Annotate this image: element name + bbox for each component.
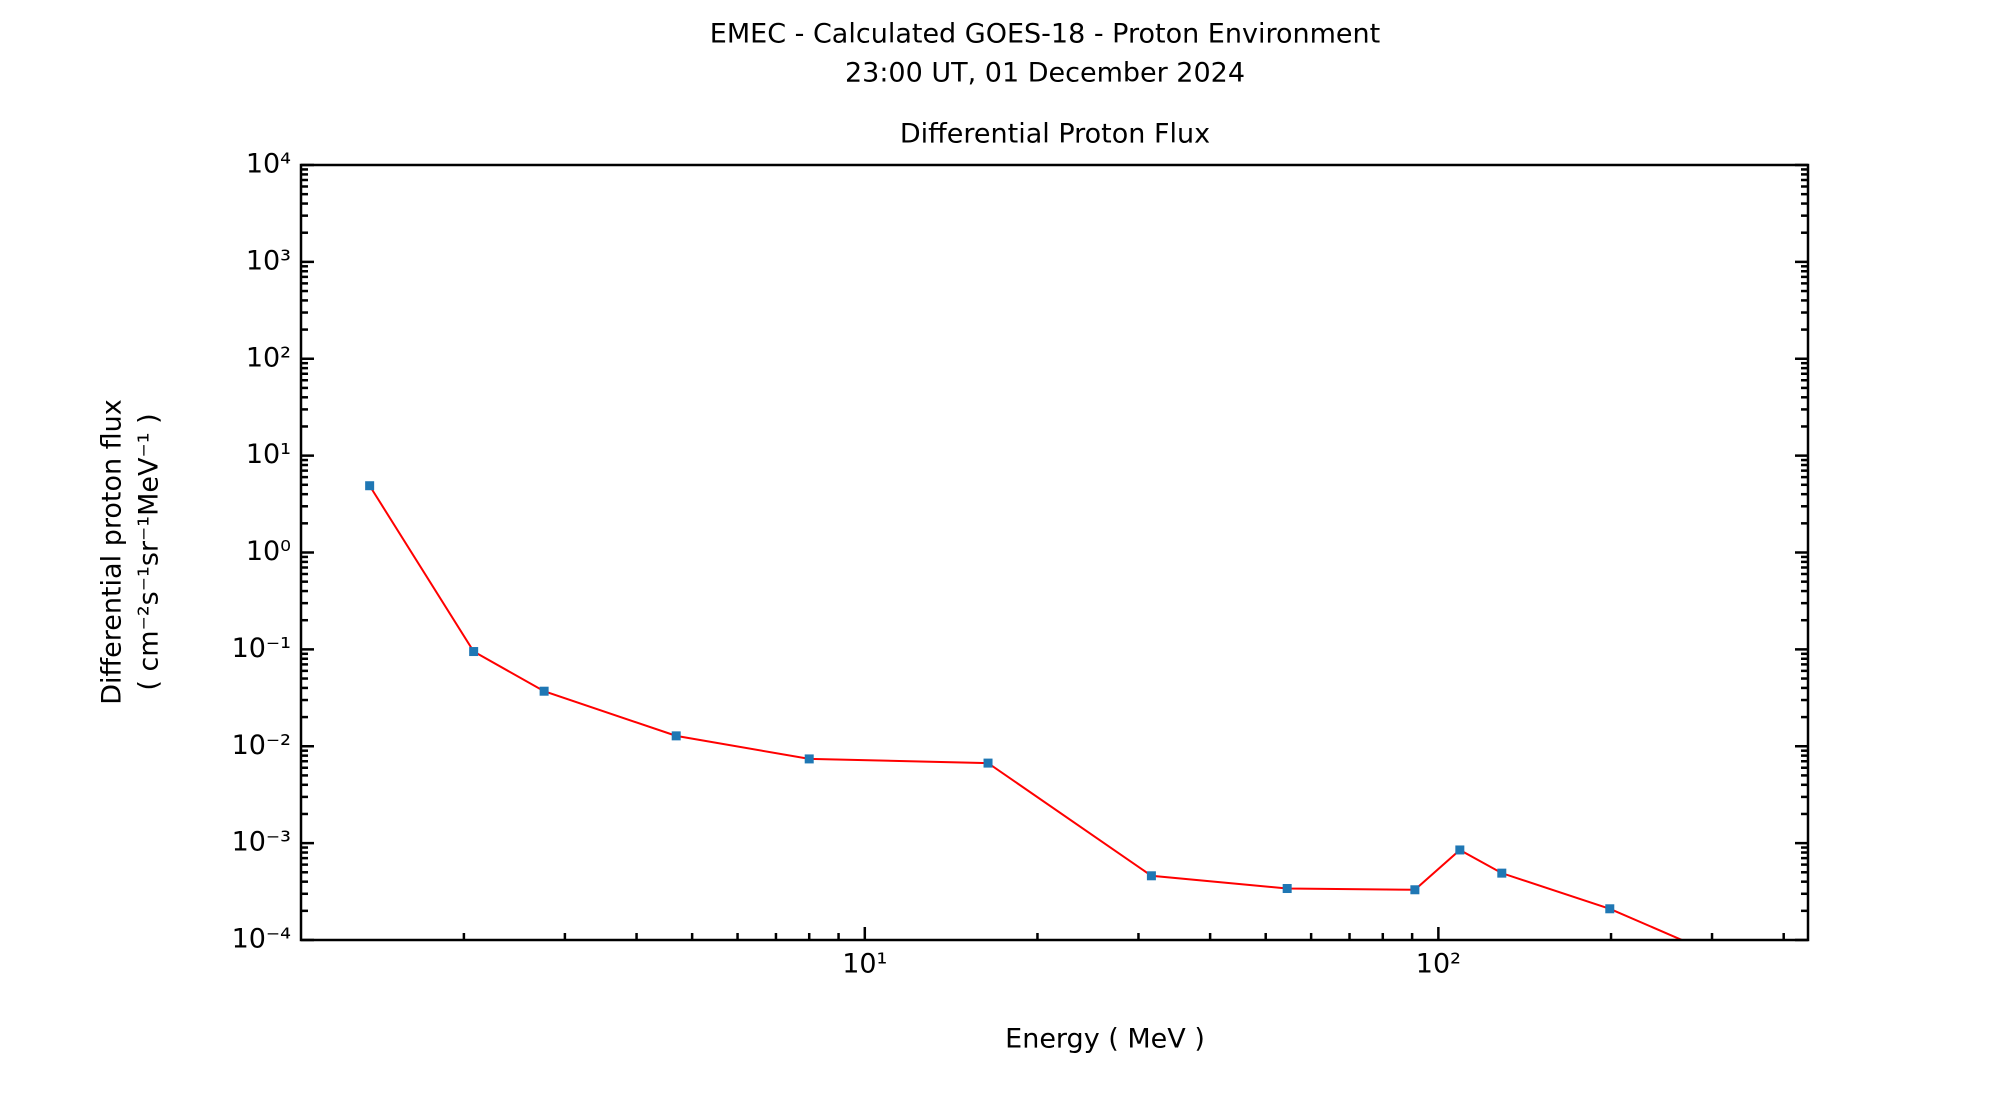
data-point <box>365 481 375 491</box>
y-tick-label: 10¹ <box>246 439 291 470</box>
plot-title: Differential Proton Flux <box>900 119 1210 150</box>
data-point <box>1282 884 1292 894</box>
series <box>365 481 1685 940</box>
y-axis-label: ( cm⁻²s⁻¹sr⁻¹MeV⁻¹ ) <box>134 413 165 690</box>
x-axis-label: Energy ( MeV ) <box>1005 1024 1205 1055</box>
data-point <box>1605 904 1615 914</box>
chart-subtitle: 23:00 UT, 01 December 2024 <box>845 58 1245 89</box>
data-point <box>1146 871 1156 881</box>
y-tick-label: 10³ <box>246 245 291 276</box>
y-tick-label: 10⁻¹ <box>232 633 291 664</box>
y-tick-label: 10⁻³ <box>232 827 291 858</box>
y-tick-label: 10² <box>246 342 291 373</box>
data-point <box>1497 868 1507 878</box>
x-tick-label: 10¹ <box>842 949 887 980</box>
data-point <box>983 758 993 768</box>
y-tick-label: 10⁻² <box>232 730 291 761</box>
data-point <box>671 731 681 741</box>
y-tick-label: 10⁴ <box>246 149 291 180</box>
data-point <box>1410 885 1420 895</box>
data-point <box>469 647 479 657</box>
data-point <box>804 754 814 764</box>
y-tick-label: 10⁻⁴ <box>232 924 291 955</box>
data-point <box>1455 845 1465 855</box>
x-tick-label: 10² <box>1416 949 1461 980</box>
y-tick-label: 10⁰ <box>246 536 291 567</box>
data-point <box>539 686 549 696</box>
plot-frame <box>299 163 1810 942</box>
chart-title: EMEC - Calculated GOES-18 - Proton Envir… <box>710 19 1380 50</box>
y-axis-label: Differential proton flux <box>97 399 128 705</box>
